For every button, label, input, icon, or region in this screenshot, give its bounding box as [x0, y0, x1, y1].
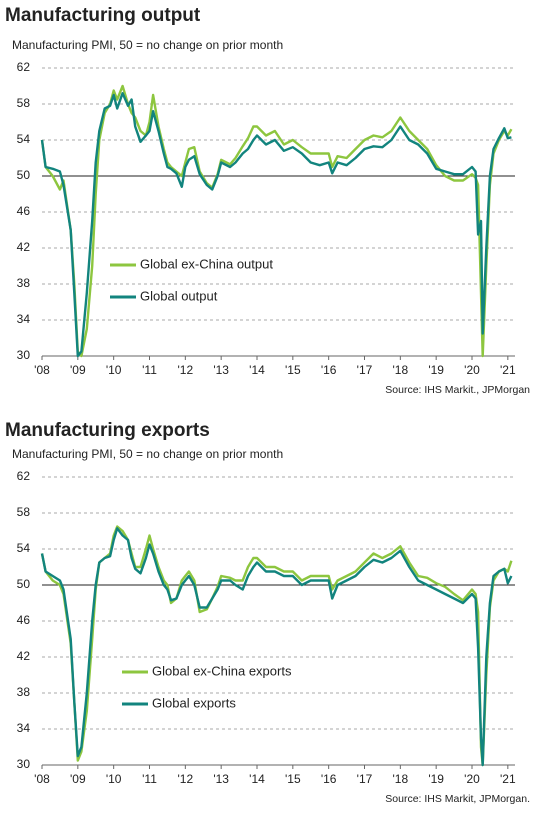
line-series: [40, 84, 513, 358]
chart-title: Manufacturing exports: [5, 420, 210, 441]
y-tick-label: 54: [17, 132, 31, 146]
x-tick-label: '18: [393, 772, 409, 786]
x-tick-label: '09: [70, 772, 86, 786]
y-tick-label: 30: [17, 348, 31, 362]
line-series: [40, 91, 512, 358]
y-tick-label: 46: [17, 204, 31, 218]
x-tick-label: '16: [321, 772, 337, 786]
legend-label: Global output: [140, 288, 218, 303]
x-tick-label: '20: [464, 363, 480, 377]
x-tick-label: '08: [34, 363, 50, 377]
x-tick-label: '21: [500, 363, 516, 377]
x-tick-label: '13: [213, 772, 229, 786]
line-series: [40, 527, 513, 767]
x-tick-label: '10: [106, 363, 122, 377]
y-tick-label: 34: [17, 312, 31, 326]
x-tick-label: '14: [249, 772, 265, 786]
y-tick-label: 62: [17, 60, 31, 74]
x-tick-label: '09: [70, 363, 86, 377]
y-tick-label: 30: [17, 757, 31, 771]
x-tick-label: '16: [321, 363, 337, 377]
x-tick-label: '12: [178, 363, 194, 377]
x-tick-label: '19: [428, 772, 444, 786]
x-tick-label: '11: [142, 363, 157, 377]
y-tick-label: 58: [17, 96, 31, 110]
x-tick-label: '17: [357, 772, 373, 786]
y-tick-label: 34: [17, 721, 31, 735]
legend-label: Global ex-China exports: [152, 663, 292, 678]
subtitle: Manufacturing PMI, 50 = no change on pri…: [12, 447, 283, 461]
chart-title: Manufacturing output: [5, 5, 201, 26]
legend-label: Global exports: [152, 695, 236, 710]
x-tick-label: '19: [428, 363, 444, 377]
y-tick-label: 58: [17, 505, 31, 519]
source: Source: IHS Markit, JPMorgan.: [385, 793, 530, 805]
source: Source: IHS Markit., JPMorgan: [385, 384, 530, 396]
legend-label: Global ex-China output: [140, 256, 273, 271]
x-tick-label: '11: [142, 772, 157, 786]
x-tick-label: '20: [464, 772, 480, 786]
y-tick-label: 46: [17, 613, 31, 627]
subtitle: Manufacturing PMI, 50 = no change on pri…: [12, 38, 283, 52]
x-tick-label: '10: [106, 772, 122, 786]
x-tick-label: '14: [249, 363, 265, 377]
x-tick-label: '15: [285, 363, 301, 377]
y-tick-label: 62: [17, 469, 31, 483]
x-tick-label: '21: [500, 772, 516, 786]
x-tick-label: '12: [178, 772, 194, 786]
y-tick-label: 42: [17, 240, 31, 254]
x-tick-label: '08: [34, 772, 50, 786]
x-tick-label: '18: [393, 363, 409, 377]
y-tick-label: 38: [17, 685, 31, 699]
x-tick-label: '13: [213, 363, 229, 377]
x-tick-label: '15: [285, 772, 301, 786]
y-tick-label: 50: [17, 168, 31, 182]
y-tick-label: 38: [17, 276, 31, 290]
x-tick-label: '17: [357, 363, 373, 377]
y-tick-label: 54: [17, 541, 31, 555]
y-tick-label: 50: [17, 577, 31, 591]
y-tick-label: 42: [17, 649, 31, 663]
